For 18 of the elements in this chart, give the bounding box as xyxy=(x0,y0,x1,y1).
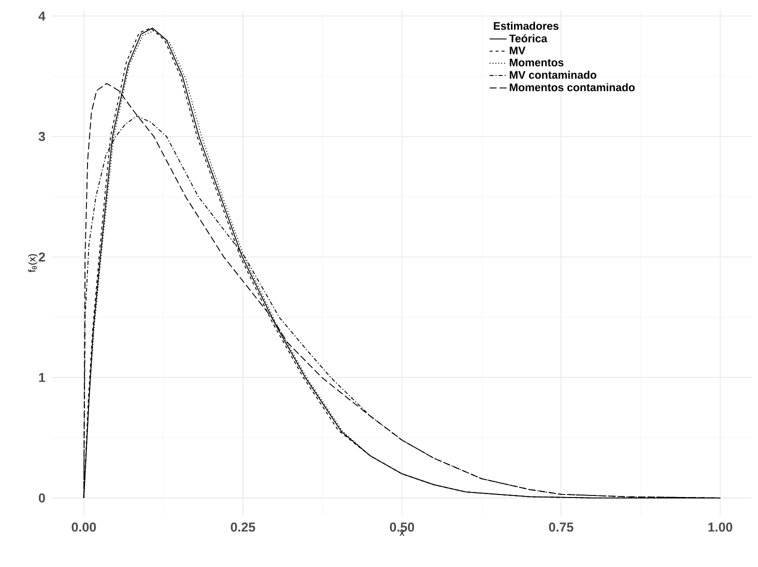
x-tick-label: 0.75 xyxy=(549,522,574,532)
y-tick-label: 0 xyxy=(38,493,45,503)
x-tick-label: 0.25 xyxy=(230,522,256,532)
legend-title: Estimadores xyxy=(494,22,558,30)
y-axis-title: f$_{θ}$(x) xyxy=(28,254,38,272)
x-axis-title: x xyxy=(400,530,404,536)
legend-label: Momentos xyxy=(510,58,564,66)
y-tick-label: 4 xyxy=(38,12,46,20)
legend-label: Teórica xyxy=(509,34,548,42)
y-tick-label: 2 xyxy=(38,252,45,262)
legend-label: MV contaminado xyxy=(510,70,596,79)
x-tick-label: 0.50 xyxy=(390,522,414,532)
y-tick-label: 3 xyxy=(38,132,46,142)
x-tick-label: 0.00 xyxy=(72,522,96,532)
y-tick-label: 1 xyxy=(39,373,46,382)
legend-label: Momentos contaminado xyxy=(510,83,635,92)
x-tick-label: 1.00 xyxy=(708,522,732,532)
legend-label: MV xyxy=(510,46,526,54)
